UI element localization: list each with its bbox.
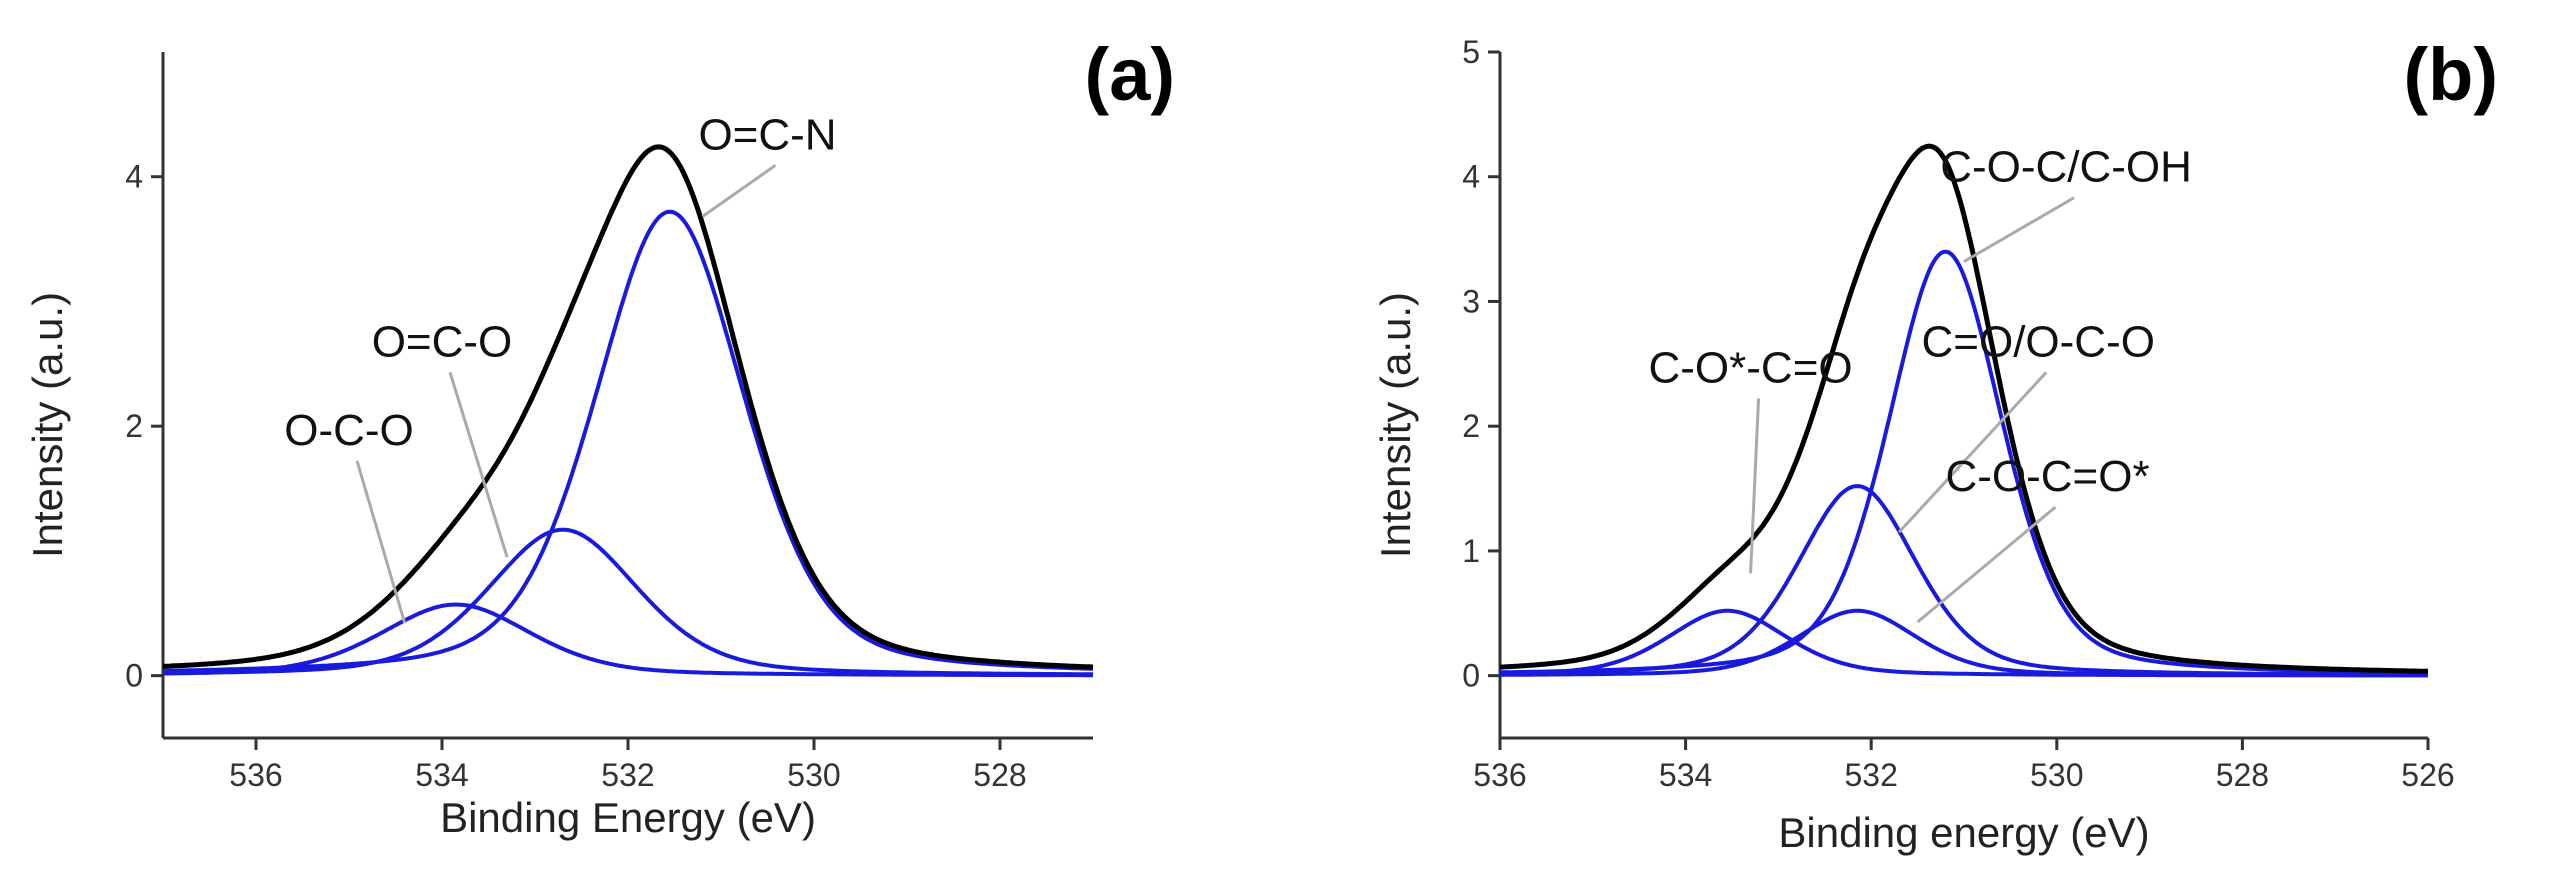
x-axis-title: Binding energy (eV) bbox=[1778, 809, 2149, 856]
x-tick-label: 526 bbox=[2401, 757, 2454, 793]
x-tick-label: 530 bbox=[2030, 757, 2083, 793]
x-tick-label: 528 bbox=[2216, 757, 2269, 793]
x-tick-label: 536 bbox=[1473, 757, 1526, 793]
x-tick-label: 532 bbox=[1845, 757, 1898, 793]
x-axis-title: Binding Energy (eV) bbox=[440, 794, 816, 841]
y-tick-label: 4 bbox=[1462, 159, 1480, 195]
series-line-o-c-o bbox=[162, 527, 1094, 677]
series-line-envelope bbox=[162, 144, 1094, 670]
annotation-leader-line bbox=[1916, 505, 2057, 624]
x-tick-label: 530 bbox=[787, 757, 840, 793]
annotation-label: O=C-N bbox=[698, 110, 836, 159]
panel-label: (a) bbox=[1085, 33, 1175, 116]
annotation-leader-line bbox=[1749, 398, 1761, 574]
y-tick-label: 3 bbox=[1462, 283, 1480, 319]
panel-label: (b) bbox=[2404, 33, 2499, 116]
series-line-c-o-o-c-o bbox=[1500, 484, 2428, 677]
y-tick-label: 4 bbox=[125, 159, 143, 195]
series-line-o-c-o bbox=[163, 602, 1093, 678]
series-line-envelope bbox=[1499, 143, 2429, 674]
x-tick-label: 532 bbox=[601, 757, 654, 793]
annotation-leader-line bbox=[701, 164, 777, 218]
annotation-label: C-O-C/C-OH bbox=[1940, 143, 2192, 192]
annotation-leader-line bbox=[355, 460, 407, 624]
y-tick-label: 1 bbox=[1462, 533, 1480, 569]
annotation-label: C-O-C=O* bbox=[1945, 452, 2149, 501]
y-axis-title: Intensity (a.u.) bbox=[1372, 292, 1419, 558]
series-line-o-c-n bbox=[163, 209, 1094, 673]
y-tick-label: 5 bbox=[1462, 34, 1480, 70]
x-tick-label: 534 bbox=[415, 757, 468, 793]
series-line-c-o-c-c-oh bbox=[1500, 249, 2428, 675]
annotation-label: O=C-O bbox=[372, 317, 513, 366]
annotation-leader-line bbox=[1897, 371, 2048, 534]
x-tick-label: 536 bbox=[229, 757, 282, 793]
series-line-c-o-c-o- bbox=[1500, 608, 2428, 678]
y-tick-label: 2 bbox=[1462, 408, 1480, 444]
x-tick-label: 534 bbox=[1659, 757, 1712, 793]
y-axis-title: Intensity (a.u.) bbox=[24, 292, 71, 558]
y-tick-label: 0 bbox=[125, 658, 143, 694]
annotation-label: C=O/O-C-O bbox=[1922, 317, 2155, 366]
annotation-label: C-O*-C=O bbox=[1648, 344, 1852, 393]
annotation-leader-line bbox=[1963, 196, 2075, 263]
x-tick-label: 528 bbox=[973, 757, 1026, 793]
chart-panel-a: 536 534 532 530 528 0 2 4 Binding Energy (eV) Int… bbox=[24, 33, 1175, 841]
y-tick-label: 0 bbox=[1462, 658, 1480, 694]
annotation-label: O-C-O bbox=[284, 406, 414, 455]
y-tick-label: 2 bbox=[125, 408, 143, 444]
chart-panel-b: 536 534 532 530 528 526 0 1 2 3 4 5 Binding energy (… bbox=[1372, 33, 2498, 856]
annotation-leader-line bbox=[448, 371, 509, 558]
